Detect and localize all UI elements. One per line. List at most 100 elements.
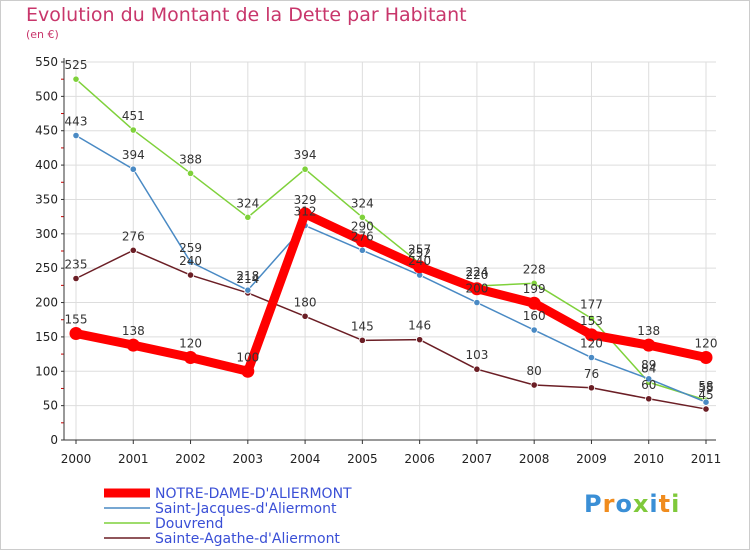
logo-letter: P xyxy=(584,490,603,518)
x-tick-label: 2003 xyxy=(233,452,264,466)
logo-letter: r xyxy=(602,490,616,518)
y-tick-label: 300 xyxy=(35,227,58,241)
data-label: 103 xyxy=(465,348,488,362)
axes: 0 50 100 150 200 250 300 350 400 450 500 550 2000 200… xyxy=(35,55,721,466)
data-label: 235 xyxy=(65,257,88,271)
x-tick-label: 2001 xyxy=(118,452,149,466)
data-point xyxy=(184,351,198,365)
data-point xyxy=(530,326,538,334)
y-tick-label: 150 xyxy=(35,330,58,344)
data-label: 324 xyxy=(236,196,259,210)
data-label: 443 xyxy=(65,115,88,129)
data-label: 388 xyxy=(179,152,202,166)
data-point xyxy=(413,260,427,274)
data-label: 100 xyxy=(236,350,259,364)
logo-letter: i xyxy=(671,490,681,518)
data-label: 224 xyxy=(465,265,488,279)
data-label: 252 xyxy=(408,246,431,260)
data-point xyxy=(702,398,710,406)
data-point xyxy=(473,298,481,307)
data-point xyxy=(186,258,195,266)
x-tick-label: 2011 xyxy=(691,452,722,466)
data-label: 240 xyxy=(408,254,431,268)
data-point xyxy=(416,336,424,344)
data-point xyxy=(587,353,596,362)
data-point xyxy=(699,351,713,365)
proxiti-logo: Proxiti xyxy=(584,490,680,518)
y-tick-label: 0 xyxy=(50,433,58,447)
data-label: 276 xyxy=(351,229,374,243)
data-label: 58 xyxy=(698,379,713,393)
data-label: 180 xyxy=(294,295,317,309)
data-point xyxy=(301,165,309,173)
data-label: 76 xyxy=(584,367,599,381)
series-layer xyxy=(69,75,713,413)
data-label: 55 xyxy=(698,381,713,395)
x-tick-label: 2006 xyxy=(404,452,435,466)
data-point xyxy=(358,336,366,344)
data-label: 324 xyxy=(351,196,374,210)
logo-letter: i xyxy=(649,490,659,518)
x-tick-label: 2008 xyxy=(519,452,550,466)
data-label: 145 xyxy=(351,319,374,333)
data-point xyxy=(72,131,80,140)
data-point xyxy=(645,395,653,403)
data-point xyxy=(129,126,137,134)
y-tick-label: 200 xyxy=(35,296,58,310)
data-point xyxy=(126,338,140,352)
logo-letter: o xyxy=(615,490,633,518)
data-label: 228 xyxy=(523,262,546,276)
data-label: 257 xyxy=(408,242,431,256)
legend: NOTRE-DAME-D'ALIERMONTSaint-Jacques-d'Al… xyxy=(104,486,352,547)
data-label: 276 xyxy=(122,229,145,243)
series-line-3 xyxy=(71,209,711,376)
data-point xyxy=(470,282,484,296)
series-line-2 xyxy=(75,134,707,403)
data-point xyxy=(69,326,83,340)
x-tick-label: 2010 xyxy=(633,452,664,466)
data-point xyxy=(186,169,195,177)
legend-label: Douvrend xyxy=(155,516,223,532)
data-point xyxy=(584,328,598,342)
data-point xyxy=(244,286,252,294)
data-label: 177 xyxy=(580,297,603,311)
data-point xyxy=(129,246,137,254)
y-tick-label: 500 xyxy=(35,89,58,103)
data-label: 120 xyxy=(179,337,202,351)
y-tick-label: 550 xyxy=(35,55,58,69)
logo-letter: x xyxy=(632,490,650,518)
chart-title: Evolution du Montant de la Dette par Hab… xyxy=(26,4,467,26)
data-point xyxy=(702,405,710,413)
data-label: 329 xyxy=(294,193,317,207)
data-point xyxy=(587,314,596,322)
legend-label: Sainte-Agathe-d'Aliermont xyxy=(155,531,340,547)
legend-label: NOTRE-DAME-D'ALIERMONT xyxy=(155,486,352,502)
data-point xyxy=(642,338,656,352)
data-label: 155 xyxy=(65,312,88,326)
data-label: 394 xyxy=(122,148,145,162)
x-tick-label: 2005 xyxy=(347,452,378,466)
data-point xyxy=(473,365,481,373)
series-line-1 xyxy=(75,78,707,401)
y-tick-label: 400 xyxy=(35,158,58,172)
data-point xyxy=(298,207,312,221)
y-tick-label: 350 xyxy=(35,192,58,206)
data-label: 80 xyxy=(527,364,542,378)
x-tick-label: 2009 xyxy=(576,452,607,466)
data-label: 214 xyxy=(236,272,259,286)
data-point xyxy=(355,234,369,248)
data-label: 84 xyxy=(641,361,656,375)
data-label: 60 xyxy=(641,378,656,392)
data-label: 394 xyxy=(294,148,317,162)
data-label: 120 xyxy=(695,337,718,351)
y-tick-label: 250 xyxy=(35,261,58,275)
series-line-0 xyxy=(75,249,707,410)
x-tick-label: 2007 xyxy=(462,452,493,466)
grid xyxy=(64,61,716,440)
data-label: 138 xyxy=(637,324,660,338)
data-point xyxy=(527,296,541,310)
data-label: 290 xyxy=(351,220,374,234)
data-label: 153 xyxy=(580,314,603,328)
